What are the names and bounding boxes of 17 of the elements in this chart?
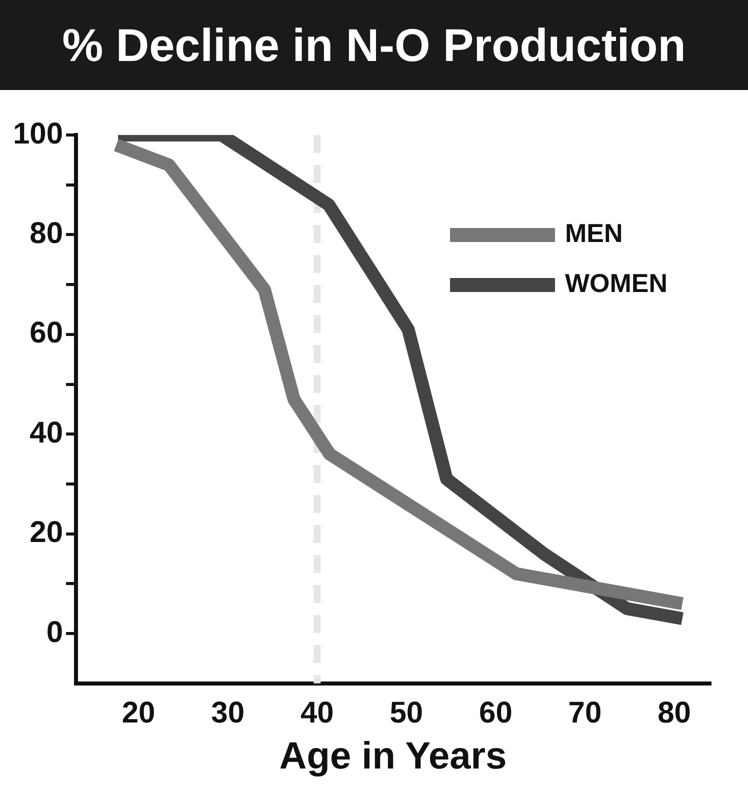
legend-label: WOMEN — [565, 268, 668, 298]
y-tick-label: 80 — [30, 216, 64, 250]
x-axis-title: Age in Years — [279, 736, 507, 778]
x-tick-label: 50 — [390, 696, 424, 730]
x-tick-label: 40 — [300, 696, 334, 730]
x-tick-label: 30 — [211, 696, 245, 730]
y-tick-label: 0 — [46, 616, 64, 649]
x-tick-label: 20 — [122, 696, 156, 730]
x-tick-label: 70 — [568, 696, 602, 730]
chart-title: % Decline in N-O Production — [0, 0, 748, 90]
legend-label: MEN — [565, 218, 623, 248]
y-tick-label: 20 — [30, 516, 64, 550]
x-tick-label: 80 — [658, 696, 691, 730]
x-tick-label: 60 — [479, 696, 512, 730]
y-tick-label: 100 — [12, 117, 64, 150]
y-tick-label: 40 — [30, 416, 64, 450]
y-tick-label: 60 — [30, 316, 64, 350]
